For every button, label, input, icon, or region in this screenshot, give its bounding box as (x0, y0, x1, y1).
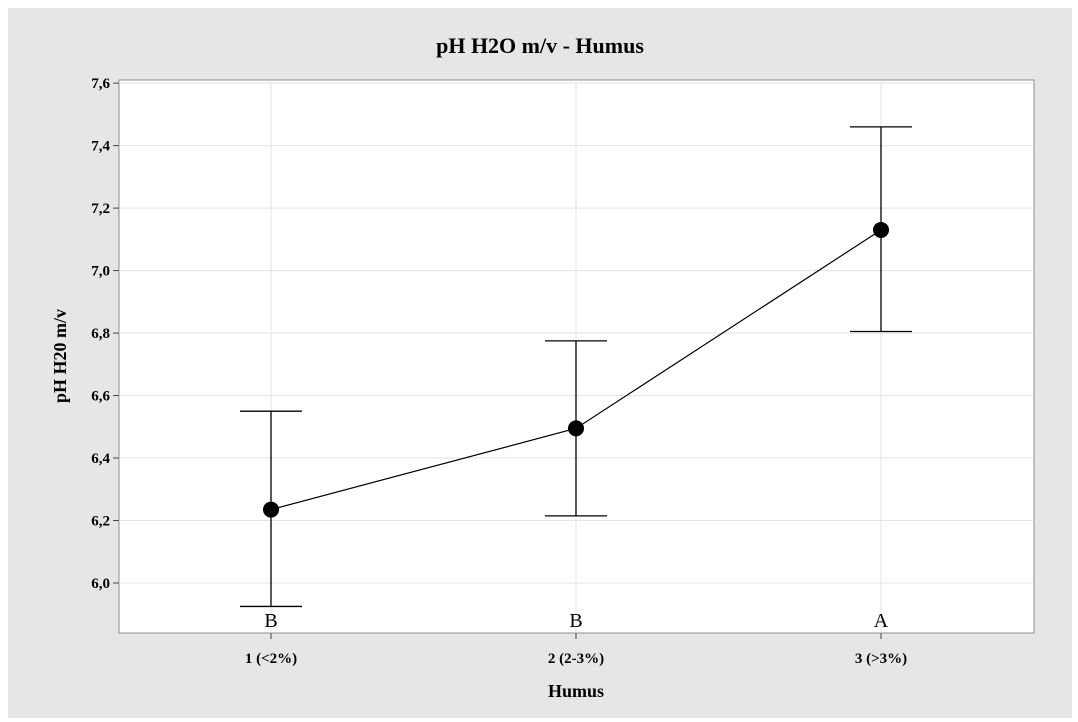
group-letter: B (569, 610, 582, 632)
data-point (568, 420, 584, 437)
data-point (873, 221, 889, 238)
y-tick-label: 7,0 (91, 264, 110, 280)
x-tick-layer: 1 (<2%) 2 (2-3%) 3 (>3%) (245, 633, 907, 667)
x-tick-label: 1 (<2%) (245, 651, 297, 667)
y-tick-label: 7,4 (91, 139, 110, 155)
series-layer (240, 126, 912, 608)
y-axis-label: pH H20 m/v (50, 309, 70, 403)
y-tick-layer: 6,0 6,2 6,4 6,6 6,8 7,0 7,2 7,4 7,6 (91, 76, 119, 592)
y-tick-label: 6,8 (91, 326, 110, 342)
chart-title: pH H2O m/v - Humus (436, 33, 644, 58)
y-tick-label: 6,6 (91, 389, 110, 405)
data-point (263, 501, 279, 518)
group-letter: A (874, 610, 889, 632)
x-tick-label: 3 (>3%) (855, 651, 907, 667)
group-letter: B (264, 610, 277, 632)
y-tick-label: 6,4 (91, 451, 110, 467)
y-tick-label: 6,2 (91, 514, 110, 530)
y-tick-label: 7,2 (91, 201, 110, 217)
x-tick-label: 2 (2-3%) (548, 651, 604, 667)
y-tick-label: 7,6 (91, 76, 110, 92)
x-axis-label: Humus (548, 681, 604, 701)
y-tick-label: 6,0 (91, 576, 110, 592)
